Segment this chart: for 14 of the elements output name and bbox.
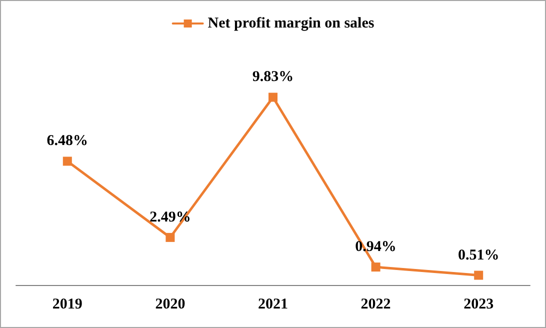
x-tick-label: 2020	[155, 296, 186, 312]
x-tick-label: 2023	[464, 296, 494, 312]
data-label: 9.83%	[252, 69, 294, 86]
point	[474, 270, 484, 280]
x-tick-label: 2019	[52, 296, 82, 312]
point	[371, 262, 380, 272]
data-label: 6.48%	[46, 133, 88, 150]
data-label: 0.51%	[458, 247, 500, 264]
point	[268, 92, 278, 102]
point	[166, 232, 175, 242]
legend-label: Net profit margin on sales	[208, 16, 374, 32]
x-tick-label: 2022	[360, 296, 391, 312]
point	[62, 156, 72, 166]
x-tick-label: 2021	[258, 296, 288, 312]
